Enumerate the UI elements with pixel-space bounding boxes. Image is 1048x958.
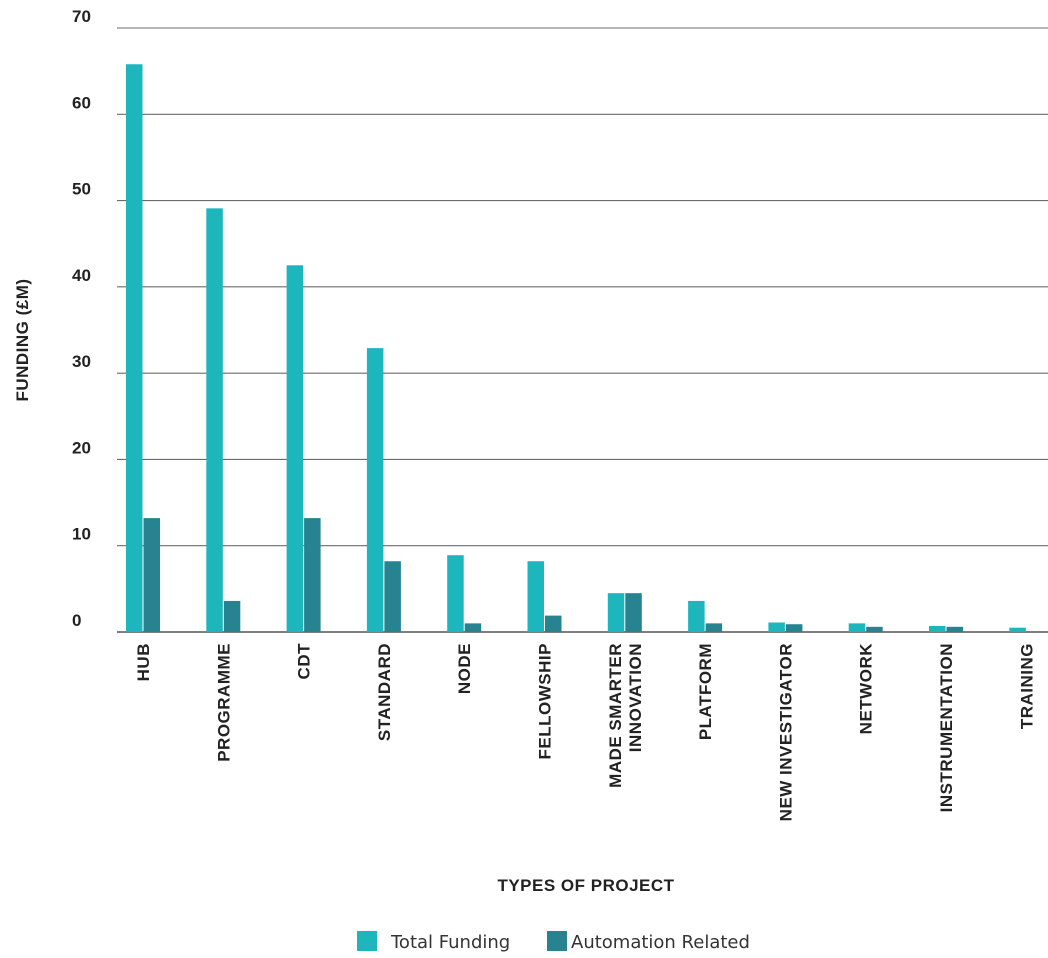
legend-swatch	[357, 931, 377, 951]
bar-automation-related	[223, 600, 241, 632]
x-category-label: MADE SMARTER	[606, 643, 625, 788]
y-axis-title: FUNDING (£M)	[13, 278, 32, 401]
bar-total-funding	[768, 622, 785, 632]
legend-label: Total Funding	[390, 932, 510, 953]
y-tick-label: 50	[72, 180, 91, 199]
bar-total-funding	[447, 555, 464, 632]
x-category-label: FELLOWSHIP	[536, 643, 555, 759]
y-tick-label: 70	[72, 7, 91, 26]
y-tick-label: 20	[72, 438, 91, 457]
bar-automation-related	[464, 623, 482, 632]
x-category-label: NODE	[455, 643, 474, 694]
bars	[126, 64, 1026, 633]
x-category-label: TRAINING	[1017, 643, 1036, 729]
y-tick-label: 40	[72, 266, 91, 285]
x-category-label: HUB	[134, 643, 153, 681]
bar-total-funding	[688, 600, 705, 632]
y-tick-label: 10	[72, 525, 91, 544]
bar-automation-related	[304, 518, 321, 632]
bar-automation-related	[625, 593, 642, 632]
bar-automation-related	[946, 626, 963, 632]
legend-swatch	[547, 931, 567, 951]
bar-total-funding	[1009, 627, 1026, 632]
bar-total-funding	[929, 625, 946, 632]
x-category-label: NETWORK	[857, 643, 876, 735]
y-tick-label: 30	[72, 352, 91, 371]
legend-label: Automation Related	[571, 932, 750, 953]
x-category-label: PROGRAMME	[214, 643, 233, 762]
bar-total-funding	[286, 265, 304, 632]
bar-automation-related	[545, 615, 562, 632]
bar-total-funding	[527, 561, 544, 632]
y-tick-label: 0	[72, 611, 81, 630]
x-category-label: INSTRUMENTATION	[937, 643, 956, 812]
y-tick-labels: 0 10 20 30 40 50 60 70	[72, 7, 91, 630]
bar-automation-related	[866, 626, 883, 632]
bar-automation-related	[705, 623, 723, 632]
x-category-labels: HUB PROGRAMME CDT STANDARD NODE FELLOWSHIP MAD…	[134, 643, 1036, 822]
bar-automation-related	[785, 624, 803, 632]
legend: Total Funding Automation Related	[357, 931, 750, 953]
x-category-label: INNOVATION	[626, 643, 645, 752]
x-category-label: CDT	[295, 643, 314, 680]
bar-total-funding	[206, 208, 223, 632]
bar-automation-related	[143, 518, 160, 632]
bar-automation-related	[384, 561, 401, 632]
bar-total-funding	[607, 593, 625, 632]
y-tick-label: 60	[72, 93, 91, 112]
bar-total-funding	[366, 348, 384, 632]
x-category-label: NEW INVESTIGATOR	[776, 643, 795, 821]
bar-total-funding	[126, 64, 143, 633]
bar-total-funding	[848, 623, 866, 632]
x-category-label: STANDARD	[375, 643, 394, 741]
x-category-label: PLATFORM	[696, 643, 715, 740]
gridlines	[117, 27, 1048, 633]
x-axis-title: TYPES OF PROJECT	[497, 876, 674, 895]
